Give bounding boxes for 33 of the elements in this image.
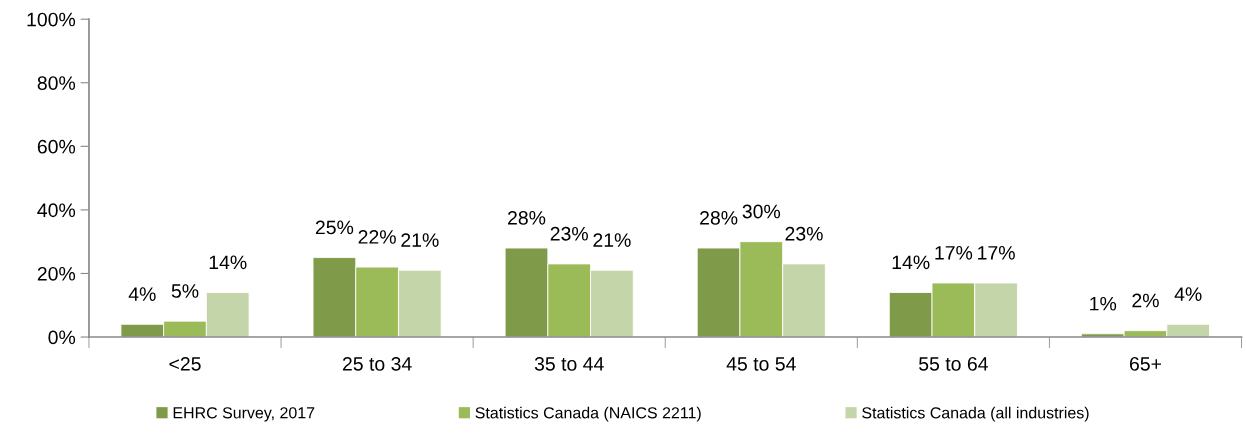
y-tick-label: 40% <box>37 203 76 218</box>
x-tick-label: 25 to 34 <box>342 356 412 371</box>
x-tick-label: 45 to 54 <box>726 357 796 371</box>
data-label: 21% <box>401 233 439 247</box>
x-tick-label: 55 to 64 <box>919 356 988 371</box>
data-label: 4% <box>1174 287 1202 301</box>
y-tick-label: 0% <box>48 330 76 345</box>
data-label: 14% <box>209 255 247 270</box>
data-label: 23% <box>550 226 588 241</box>
data-label: 14% <box>892 255 930 270</box>
data-label: 22% <box>358 230 396 244</box>
legend-label: EHRC Survey, 2017 <box>173 407 315 422</box>
data-label: 30% <box>742 204 781 219</box>
data-label: 28% <box>700 210 738 225</box>
data-label: 28% <box>508 210 546 225</box>
data-label: 21% <box>593 233 631 247</box>
y-tick-label: 100% <box>27 12 76 27</box>
legend-label: Statistics Canada (all industries) <box>862 406 1089 422</box>
data-label: 23% <box>785 226 823 241</box>
x-tick-label: 65+ <box>1129 356 1161 371</box>
data-label: 4% <box>128 287 156 301</box>
data-label: 17% <box>978 246 1015 260</box>
x-tick-label: <25 <box>169 356 201 371</box>
data-label: 1% <box>1090 296 1117 311</box>
legend-label: Statistics Canada (NAICS 2211) <box>475 406 701 422</box>
y-tick-label: 80% <box>37 76 76 90</box>
data-label: 2% <box>1132 293 1159 308</box>
data-label: 25% <box>315 220 354 235</box>
y-tick-label: 20% <box>37 266 76 281</box>
data-label: 5% <box>171 284 199 298</box>
data-label: 17% <box>935 246 973 260</box>
x-tick-label: 35 to 44 <box>534 356 604 371</box>
y-tick-label: 60% <box>37 139 76 154</box>
